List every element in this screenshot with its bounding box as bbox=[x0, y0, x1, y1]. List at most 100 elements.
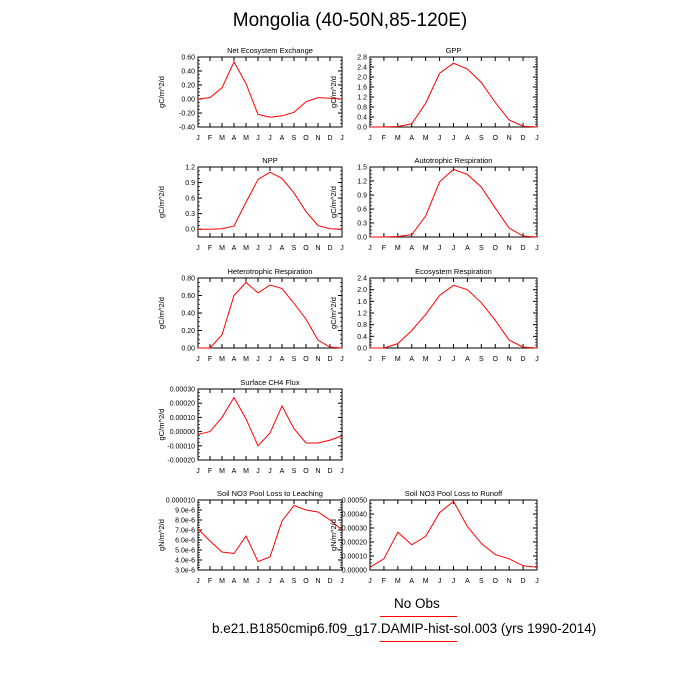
x-tick-label: J bbox=[340, 468, 344, 475]
x-tick-label: M bbox=[219, 356, 225, 363]
x-tick-label: N bbox=[507, 245, 512, 252]
x-tick-label: J bbox=[196, 468, 200, 475]
y-tick-label: -0.20 bbox=[179, 111, 195, 118]
y-tick-label: 0.00020 bbox=[342, 540, 367, 547]
x-tick-label: D bbox=[521, 356, 526, 363]
x-tick-label: M bbox=[219, 578, 225, 585]
y-tick-label: 4.0e-6 bbox=[175, 558, 195, 565]
y-tick-label: 0.000010 bbox=[166, 498, 195, 505]
x-tick-label: A bbox=[232, 356, 237, 363]
y-tick-label: 0.0 bbox=[357, 346, 367, 353]
x-tick-label: M bbox=[423, 135, 429, 142]
panel-title: Soil NO3 Pool Loss to Leaching bbox=[217, 489, 323, 498]
y-tick-label: 0.9 bbox=[357, 193, 367, 200]
y-tick-label: 7.0e-6 bbox=[175, 528, 195, 535]
x-tick-label: A bbox=[232, 245, 237, 252]
x-tick-label: D bbox=[327, 468, 332, 475]
series-line bbox=[369, 500, 538, 568]
chart-panel: Soil NO3 Pool Loss to Leaching gN/m^2/d 0.… bbox=[157, 489, 344, 585]
x-tick-label: M bbox=[243, 468, 249, 475]
y-tick-label: 2.4 bbox=[357, 276, 367, 283]
y-tick-label: 0.4 bbox=[357, 334, 367, 341]
x-tick-label: S bbox=[479, 578, 484, 585]
panel-title: Net Ecosystem Exchange bbox=[227, 46, 313, 55]
chart-panel: Soil NO3 Pool Loss to Runoff gN/m^2/d 0.00… bbox=[329, 489, 539, 585]
y-tick-label: 3.0e-6 bbox=[175, 568, 195, 575]
x-tick-label: N bbox=[315, 135, 320, 142]
y-tick-label: 1.2 bbox=[185, 165, 195, 172]
x-tick-label: M bbox=[219, 135, 225, 142]
plot-frame bbox=[369, 166, 538, 238]
y-axis-label: gC/m^2/d bbox=[157, 297, 166, 329]
x-tick-label: F bbox=[208, 578, 212, 585]
x-tick-label: M bbox=[219, 468, 225, 475]
x-tick-label: S bbox=[479, 356, 484, 363]
x-tick-label: F bbox=[382, 135, 386, 142]
figure-title: Mongolia (40-50N,85-120E) bbox=[232, 10, 468, 31]
plot-frame bbox=[369, 499, 538, 571]
x-tick-label: A bbox=[465, 135, 470, 142]
x-tick-label: J bbox=[340, 135, 344, 142]
x-tick-label: S bbox=[292, 468, 297, 475]
x-tick-label: S bbox=[479, 245, 484, 252]
plot-frame bbox=[197, 56, 343, 128]
x-tick-label: D bbox=[521, 578, 526, 585]
x-tick-label: M bbox=[395, 578, 401, 585]
x-tick-label: J bbox=[196, 578, 200, 585]
x-tick-label: M bbox=[243, 135, 249, 142]
y-tick-label: 0.4 bbox=[357, 115, 367, 122]
x-tick-label: O bbox=[303, 356, 309, 363]
y-tick-label: 0.00020 bbox=[170, 401, 195, 408]
x-tick-label: M bbox=[423, 578, 429, 585]
panel-title: Surface CH4 Flux bbox=[240, 378, 299, 387]
y-tick-label: 1.2 bbox=[357, 95, 367, 102]
y-tick-label: 0.6 bbox=[185, 196, 195, 203]
y-tick-label: 0.00030 bbox=[342, 526, 367, 533]
y-tick-label: -0.40 bbox=[179, 125, 195, 132]
y-tick-label: 2.8 bbox=[357, 55, 367, 62]
legend-model-line bbox=[380, 641, 457, 642]
y-tick-label: 0.60 bbox=[181, 55, 195, 62]
chart-panel: Ecosystem Respiration gC/m^2/d 2.4 2.0 1.6 1.… bbox=[329, 267, 539, 363]
chart-panel: Surface CH4 Flux gC/m^2/d 0.00030 0.00020 0.… bbox=[157, 378, 344, 475]
x-tick-label: N bbox=[315, 468, 320, 475]
panel-title: Autotrophic Respiration bbox=[415, 156, 493, 165]
x-tick-label: A bbox=[280, 245, 285, 252]
x-tick-label: A bbox=[409, 356, 414, 363]
x-tick-label: M bbox=[395, 135, 401, 142]
x-tick-label: A bbox=[232, 468, 237, 475]
y-tick-label: 0.6 bbox=[357, 207, 367, 214]
series-line bbox=[198, 281, 343, 349]
y-tick-label: 2.4 bbox=[357, 65, 367, 72]
x-tick-label: S bbox=[292, 356, 297, 363]
x-tick-label: A bbox=[232, 135, 237, 142]
y-tick-label: 8.0e-6 bbox=[175, 518, 195, 525]
y-axis-label: gC/m^2/d bbox=[329, 186, 338, 218]
x-tick-label: D bbox=[327, 356, 332, 363]
y-axis-label: gC/m^2/d bbox=[157, 186, 166, 218]
x-tick-label: D bbox=[327, 245, 332, 252]
y-tick-label: -0.00020 bbox=[167, 458, 195, 465]
plot-frame bbox=[369, 56, 538, 128]
plot-frame bbox=[197, 388, 343, 461]
x-tick-label: J bbox=[340, 356, 344, 363]
y-axis-label: gC/m^2/d bbox=[157, 409, 166, 441]
x-tick-label: J bbox=[196, 356, 200, 363]
x-tick-label: M bbox=[219, 245, 225, 252]
x-tick-label: A bbox=[232, 578, 237, 585]
y-tick-label: 1.6 bbox=[357, 299, 367, 306]
y-tick-label: 0.60 bbox=[181, 293, 195, 300]
x-tick-label: J bbox=[368, 245, 372, 252]
chart-panel: Heterotrophic Respiration gC/m^2/d 0.80 0.6… bbox=[157, 267, 344, 363]
y-tick-label: 0.00000 bbox=[170, 429, 195, 436]
x-tick-label: J bbox=[438, 356, 442, 363]
x-tick-label: J bbox=[535, 245, 539, 252]
plot-frame bbox=[369, 277, 538, 349]
y-tick-label: -0.00010 bbox=[167, 443, 195, 450]
x-tick-label: A bbox=[280, 135, 285, 142]
x-tick-label: J bbox=[268, 135, 272, 142]
x-tick-label: J bbox=[368, 135, 372, 142]
x-tick-label: O bbox=[303, 245, 309, 252]
series-line bbox=[370, 284, 538, 349]
